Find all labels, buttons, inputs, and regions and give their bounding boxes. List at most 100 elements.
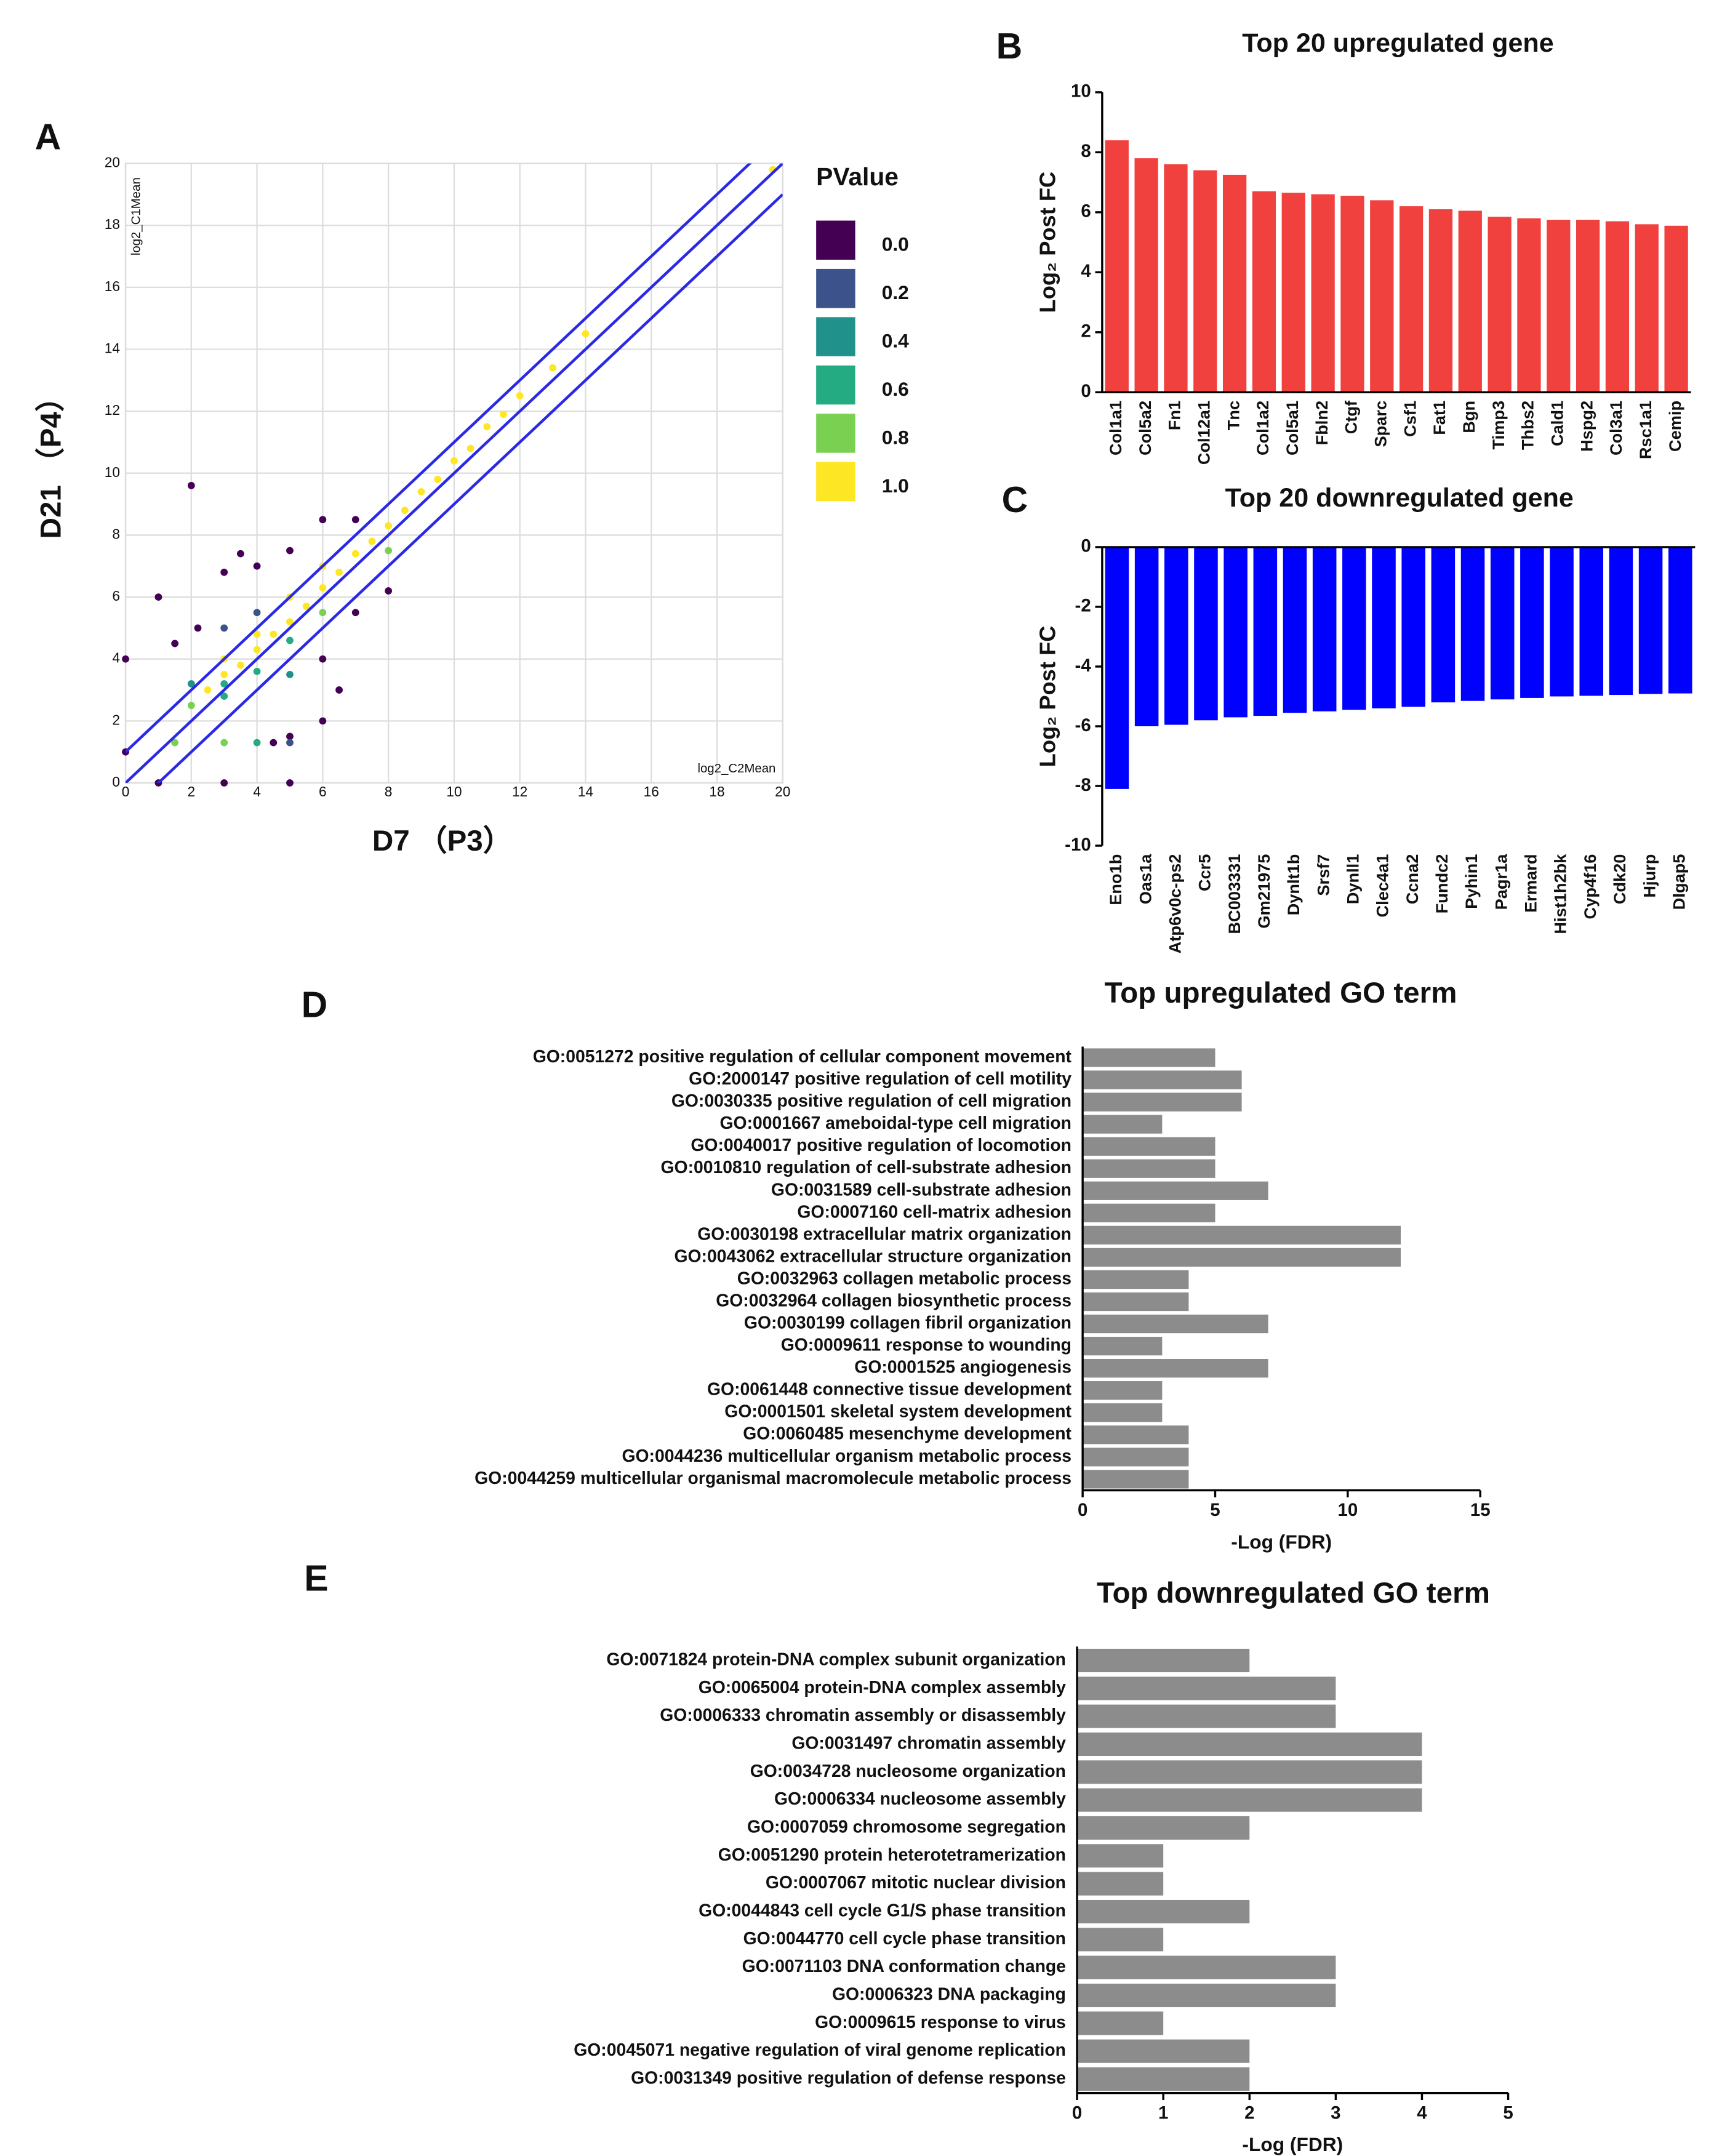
x-tick-label: Timp3 <box>1489 401 1508 450</box>
x-tick-label: Ermard <box>1521 854 1540 913</box>
colorbar-swatch <box>816 365 855 405</box>
reference-line <box>156 193 783 783</box>
point <box>335 686 343 694</box>
point <box>385 587 393 595</box>
category-label: GO:0031589 cell-substrate adhesion <box>771 1180 1071 1200</box>
x-tick-label: Pyhin1 <box>1462 854 1481 909</box>
category-label: GO:0045071 negative regulation of viral … <box>574 2040 1066 2060</box>
category-label: GO:0031349 positive regulation of defens… <box>631 2069 1066 2088</box>
bar <box>1312 547 1337 711</box>
x-tick-label: 8 <box>385 783 393 799</box>
point <box>351 516 359 524</box>
y-tick-label: 6 <box>1081 201 1091 222</box>
bar <box>1311 194 1335 393</box>
bar <box>1077 2039 1250 2063</box>
x-tick-label: 18 <box>709 783 724 799</box>
x-tick-label: Cyp4f16 <box>1580 854 1600 920</box>
y-axis-label: Log₂ Post FC <box>1035 172 1060 313</box>
x-axis-label: D7 （P3） <box>372 825 512 857</box>
bar <box>1664 225 1688 393</box>
reference-line <box>126 163 783 783</box>
bar <box>1077 1844 1164 1868</box>
bar <box>1083 1203 1215 1222</box>
point <box>220 568 228 576</box>
bar <box>1222 174 1247 393</box>
y-tick-label: 18 <box>105 216 120 232</box>
chart-title: Top 20 downregulated gene <box>1225 483 1574 513</box>
x-tick-label: Col1a1 <box>1106 401 1125 455</box>
bar <box>1164 547 1188 725</box>
x-tick-label: Fundc2 <box>1432 854 1451 914</box>
x-tick-label: 4 <box>1417 2102 1427 2123</box>
colorbar-label: 0.4 <box>882 330 909 352</box>
point <box>335 568 343 576</box>
bar <box>1083 1181 1268 1200</box>
point <box>171 639 178 647</box>
bar <box>1077 1872 1164 1896</box>
bar <box>1083 1403 1163 1422</box>
bar <box>1458 210 1482 393</box>
point <box>286 636 294 644</box>
point <box>220 692 228 700</box>
bar <box>1134 547 1159 727</box>
point <box>549 364 556 372</box>
y-tick-label: 16 <box>105 278 120 294</box>
panel-label: E <box>304 1558 328 1598</box>
category-label: GO:0007160 cell-matrix adhesion <box>797 1202 1071 1222</box>
category-label: GO:0009611 response to wounding <box>781 1336 1071 1355</box>
point <box>302 603 310 611</box>
x-tick-label: Fn1 <box>1165 401 1184 430</box>
point <box>401 507 409 515</box>
x-tick-label: Gm21975 <box>1254 854 1273 929</box>
point <box>194 624 202 632</box>
bar <box>1490 547 1515 700</box>
bar <box>1428 209 1453 393</box>
x-tick-label: Hspg2 <box>1577 401 1596 452</box>
x-tick-label: 20 <box>775 783 790 799</box>
y-tick-label: 10 <box>105 464 120 480</box>
chart-title: Top upregulated GO term <box>1105 977 1457 1009</box>
bar <box>1520 547 1544 698</box>
x-tick-label: Clec4a1 <box>1373 854 1392 918</box>
x-tick-label: 6 <box>319 783 327 799</box>
point <box>154 593 162 601</box>
bar <box>1550 547 1574 697</box>
y-tick-label: -10 <box>1065 835 1091 855</box>
x-tick-label: 0 <box>1072 2102 1082 2123</box>
bar <box>1083 1292 1189 1312</box>
category-label: GO:0040017 positive regulation of locomo… <box>691 1136 1071 1155</box>
bar <box>1077 1928 1164 1952</box>
y-tick-label: 2 <box>112 711 120 727</box>
bar <box>1077 1899 1250 1924</box>
x-tick-label: Thbs2 <box>1518 401 1537 450</box>
bar <box>1488 217 1512 393</box>
bar <box>1431 547 1456 703</box>
y-tick-label: 10 <box>1071 81 1091 102</box>
category-label: GO:0044259 multicellular organismal macr… <box>475 1469 1071 1488</box>
category-label: GO:0044843 cell cycle G1/S phase transit… <box>699 1901 1066 1920</box>
bar <box>1283 547 1307 713</box>
x-tick-label: 5 <box>1210 1500 1220 1520</box>
bar <box>1077 1816 1250 1840</box>
bar <box>1083 1159 1215 1178</box>
colorbar-label: 0.0 <box>882 233 909 255</box>
x-tick-label: Cald1 <box>1547 401 1566 446</box>
x-tick-label: 10 <box>446 783 462 799</box>
bar <box>1083 1336 1163 1356</box>
reference-lines <box>126 163 783 783</box>
panel-label: A <box>35 118 62 158</box>
category-label: GO:0034728 nucleosome organization <box>750 1761 1066 1781</box>
point <box>319 717 327 725</box>
y-tick-label: -8 <box>1075 775 1091 795</box>
point <box>122 655 129 663</box>
x-tick-label: 2 <box>1244 2102 1254 2123</box>
colorbar-swatch <box>816 317 855 356</box>
bar <box>1083 1225 1401 1245</box>
bar <box>1083 1314 1268 1334</box>
y-axis-label: Log₂ Post FC <box>1035 626 1060 767</box>
colorbar-swatch <box>816 220 855 260</box>
x-tick-label: Eno1b <box>1106 854 1125 905</box>
bar <box>1579 547 1603 696</box>
point <box>187 482 195 489</box>
